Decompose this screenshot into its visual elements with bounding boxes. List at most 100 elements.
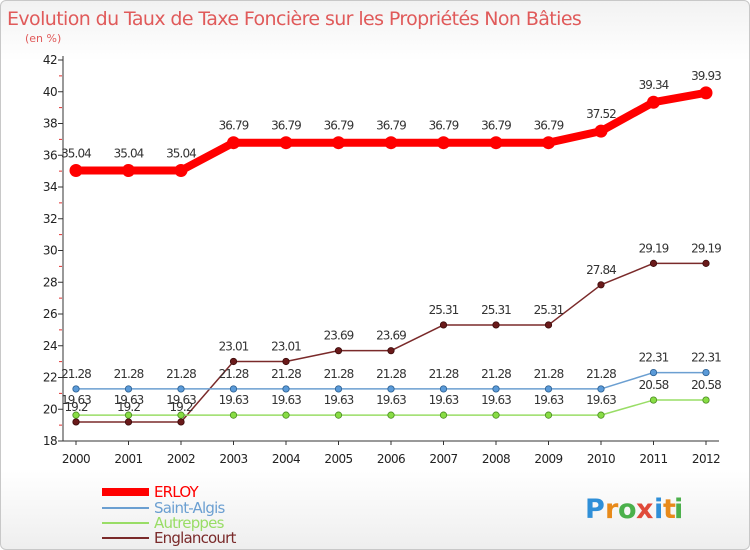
data-label-saint-algis: 21.28	[429, 367, 459, 381]
data-point-saint-algis	[702, 368, 710, 377]
y-tick-label: 26	[43, 307, 57, 321]
legend-label-autreppes: Autreppes	[154, 514, 225, 532]
data-point-englancourt	[649, 259, 658, 267]
data-point-saint-algis	[649, 368, 658, 377]
x-tick-label: 2004	[272, 452, 300, 466]
data-point-erloy	[437, 136, 450, 150]
data-point-autreppes	[282, 411, 290, 419]
data-point-englancourt	[72, 418, 80, 426]
data-point-saint-algis	[72, 385, 80, 393]
data-point-saint-algis	[387, 385, 395, 393]
logo-letter: r	[605, 494, 619, 525]
data-label-englancourt: 19.2	[169, 400, 192, 414]
data-label-erloy: 36.79	[481, 119, 511, 133]
data-point-erloy	[279, 136, 293, 150]
series-layer	[69, 86, 713, 426]
logo-letter: o	[618, 494, 637, 525]
data-label-autreppes: 19.63	[586, 393, 616, 407]
data-point-saint-algis	[544, 385, 553, 393]
data-point-autreppes	[702, 396, 710, 404]
y-tick-label: 22	[43, 371, 57, 385]
x-tick-label: 2006	[377, 452, 405, 466]
data-point-autreppes	[649, 396, 658, 404]
logo-letter: t	[663, 494, 676, 525]
data-label-autreppes: 19.63	[324, 393, 354, 407]
data-label-saint-algis: 21.28	[324, 367, 354, 381]
data-label-englancourt: 19.2	[117, 400, 140, 414]
data-point-saint-algis	[229, 385, 238, 393]
data-point-englancourt	[544, 321, 553, 329]
legend-label-englancourt: Englancourt	[154, 529, 236, 547]
data-label-englancourt: 25.31	[534, 303, 564, 317]
data-point-autreppes	[177, 411, 185, 419]
data-point-saint-algis	[334, 385, 343, 393]
data-label-autreppes: 19.63	[61, 393, 91, 407]
data-point-autreppes	[439, 411, 448, 419]
data-label-erloy: 39.93	[691, 69, 721, 83]
y-tick-label: 36	[43, 148, 57, 162]
data-label-englancourt: 23.69	[376, 329, 406, 343]
chart-unit: (en %)	[25, 32, 61, 45]
data-label-autreppes: 19.63	[481, 393, 511, 407]
data-label-erloy: 36.79	[534, 119, 564, 133]
data-label-erloy: 36.79	[429, 119, 459, 133]
data-label-englancourt: 29.19	[639, 241, 669, 255]
data-point-autreppes	[229, 411, 238, 419]
data-label-englancourt: 25.31	[429, 303, 459, 317]
data-label-saint-algis: 21.28	[219, 367, 249, 381]
data-label-erloy: 37.52	[586, 107, 616, 121]
data-label-englancourt: 19.2	[64, 400, 87, 414]
x-tick-label: 2008	[482, 452, 510, 466]
data-label-erloy: 36.79	[324, 119, 354, 133]
y-tick-label: 38	[43, 117, 57, 131]
data-point-erloy	[332, 136, 345, 150]
data-point-autreppes	[597, 411, 605, 419]
logo-letter: x	[636, 494, 653, 525]
x-tick-label: 2011	[639, 452, 667, 466]
data-point-englancourt	[492, 321, 500, 329]
data-point-erloy	[69, 163, 83, 177]
data-label-autreppes: 19.63	[376, 393, 406, 407]
logo-letter: i	[674, 494, 683, 525]
x-tick-label: 2003	[219, 452, 247, 466]
data-label-autreppes: 19.63	[429, 393, 459, 407]
data-label-saint-algis: 21.28	[481, 367, 511, 381]
x-tick-label: 2005	[324, 452, 352, 466]
data-point-englancourt	[439, 321, 448, 329]
data-label-erloy: 35.04	[114, 146, 144, 160]
y-tick-label: 28	[43, 275, 57, 289]
data-point-saint-algis	[282, 385, 290, 393]
data-point-erloy	[647, 95, 660, 109]
data-point-englancourt	[177, 418, 185, 426]
data-point-saint-algis	[597, 385, 605, 393]
data-point-erloy	[122, 163, 135, 177]
data-point-autreppes	[124, 411, 133, 419]
data-point-erloy	[174, 163, 188, 177]
axes: 18 20 22 24 26 28 30 32 34 36 38 40 42 2000 2001 2002 20…	[43, 53, 721, 466]
data-label-autreppes: 19.63	[219, 393, 249, 407]
y-tick-label: 42	[43, 53, 57, 67]
legend-label-saint-algis: Saint-Algis	[154, 499, 225, 517]
y-tick-label: 32	[43, 212, 57, 226]
x-tick-label: 2012	[692, 452, 720, 466]
x-tick-label: 2010	[587, 452, 615, 466]
data-label-erloy: 36.79	[376, 119, 406, 133]
data-label-saint-algis: 22.31	[691, 351, 721, 365]
data-label-autreppes: 19.63	[114, 393, 144, 407]
x-tick-label: 2007	[429, 452, 457, 466]
legend-label-erloy: ERLOY	[154, 483, 200, 501]
data-point-englancourt	[124, 418, 133, 426]
data-point-saint-algis	[124, 385, 133, 393]
y-tick-label: 24	[43, 339, 57, 353]
y-tick-label: 20	[43, 402, 57, 416]
data-label-autreppes: 19.63	[534, 393, 564, 407]
data-point-autreppes	[492, 411, 500, 419]
data-label-saint-algis: 21.28	[61, 367, 91, 381]
labels-layer: 35.04 35.04 35.04 36.79 36.79 36.79 36.79 36.79…	[61, 69, 722, 414]
data-point-erloy	[384, 136, 398, 150]
data-point-erloy	[542, 136, 555, 150]
data-point-autreppes	[387, 411, 395, 419]
